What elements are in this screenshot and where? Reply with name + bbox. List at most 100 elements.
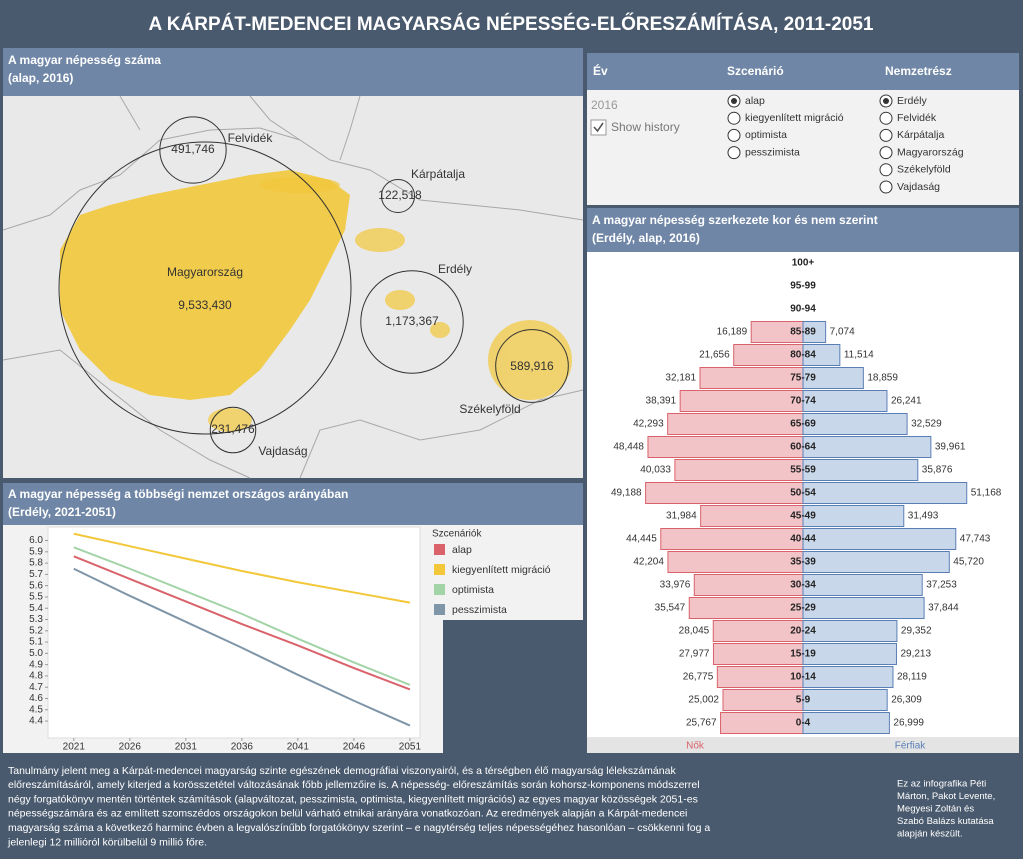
panel-header [3, 483, 583, 525]
panel-subtitle: (Erdély, 2021-2051) [8, 505, 116, 519]
pyramid-bar [802, 413, 908, 435]
panel-subtitle: (Erdély, alap, 2016) [592, 231, 700, 245]
value-label: 11,514 [844, 350, 874, 361]
pyramid-bar [802, 482, 968, 504]
value-label: 33,976 [660, 580, 691, 591]
radio-button[interactable] [879, 146, 893, 160]
legend-swatch [434, 604, 445, 615]
value-label: 35,876 [922, 465, 953, 476]
pyramid-bar [802, 344, 841, 366]
y-tick-label: 5.9 [29, 546, 43, 557]
radio-label: Székelyföld [897, 164, 951, 176]
pyramid-bar [667, 551, 804, 573]
value-label: 231,476 [211, 422, 255, 436]
y-tick-label: 4.6 [29, 693, 43, 704]
panel-subtitle: (alap, 2016) [8, 71, 73, 85]
value-label: 48,448 [613, 442, 644, 453]
radio-button[interactable] [727, 111, 741, 125]
region-label: Felvidék [228, 131, 274, 145]
value-label: 26,775 [683, 672, 714, 683]
page-title: A KÁRPÁT-MEDENCEI MAGYARSÁG NÉPESSÉG-ELŐ… [149, 13, 874, 35]
credits-text: Szabó Balázs kutatása [897, 816, 994, 827]
pyramid-bar [699, 367, 804, 389]
pyramid-bar [802, 597, 925, 619]
pyramid-bar [688, 597, 804, 619]
pyramid-bar [647, 436, 804, 458]
value-label: 28,119 [897, 672, 927, 683]
region-label: Magyarország [167, 265, 243, 279]
y-tick-label: 4.5 [29, 704, 43, 715]
radio-label: kiegyenlített migráció [745, 112, 844, 124]
age-label: 30-34 [790, 580, 816, 591]
value-label: 31,984 [666, 511, 697, 522]
age-label: 25-29 [790, 603, 816, 614]
legend-strip [587, 737, 1019, 753]
bubble [159, 116, 227, 184]
pyramid-bar [802, 643, 897, 665]
line [73, 567, 411, 727]
region-label: Erdély [438, 262, 472, 276]
credits-text: Ez az infografika Péti [897, 779, 986, 790]
radio-button[interactable] [727, 146, 741, 160]
age-label: 70-74 [790, 396, 816, 407]
pyramid-bar [645, 482, 804, 504]
value-label: 31,493 [908, 511, 939, 522]
age-label: 50-54 [790, 488, 816, 499]
bubble [495, 329, 569, 403]
bubble [58, 141, 352, 435]
value-label: 37,253 [926, 580, 957, 591]
legend-swatch [434, 564, 445, 575]
value-label: 9,533,430 [178, 298, 232, 312]
pyramid-bar [722, 689, 804, 711]
age-label: 100+ [792, 258, 815, 269]
x-tick-label: 2021 [63, 742, 86, 753]
checkbox[interactable] [590, 119, 607, 136]
pyramid-bar [802, 390, 888, 412]
bubble [360, 270, 464, 374]
age-label: 15-19 [790, 649, 816, 660]
legend-label: kiegyenlített migráció [452, 564, 551, 576]
radio-button[interactable] [879, 128, 893, 142]
pyramid-bar [802, 528, 957, 550]
value-label: 27,977 [679, 649, 710, 660]
pyramid-bar [802, 367, 864, 389]
y-tick-label: 5.6 [29, 580, 43, 591]
value-label: 32,529 [911, 419, 942, 430]
value-label: 16,189 [717, 327, 748, 338]
pyramid-bar [802, 574, 923, 596]
age-label: 45-49 [790, 511, 816, 522]
radio-button[interactable] [879, 180, 893, 194]
age-label: 60-64 [790, 442, 816, 453]
radio-button[interactable] [879, 163, 893, 177]
radio-label: Felvidék [897, 112, 937, 124]
radio-button[interactable] [727, 128, 741, 142]
pyramid-bar [802, 551, 950, 573]
age-label: 55-59 [790, 465, 816, 476]
value-label: 28,045 [679, 626, 710, 637]
panel-header [587, 208, 1019, 252]
radio-button[interactable] [879, 111, 893, 125]
value-label: 29,213 [900, 649, 931, 660]
radio-label: alap [745, 95, 765, 107]
radio-label: optimista [745, 129, 787, 141]
x-tick-label: 2041 [287, 742, 310, 753]
y-tick-label: 5.1 [29, 637, 43, 648]
radio-dot [731, 98, 737, 104]
y-tick-label: 4.7 [29, 682, 43, 693]
y-tick-label: 5.4 [29, 603, 43, 614]
pyramid-bar [674, 459, 804, 481]
checkmark [593, 122, 604, 133]
value-label: 38,391 [646, 396, 677, 407]
value-label: 45,720 [953, 557, 984, 568]
footer-text: népességszámára és az említett szomszédo… [8, 808, 687, 820]
value-label: 18,859 [867, 373, 898, 384]
value-label: 40,033 [640, 465, 671, 476]
y-tick-label: 6.0 [29, 535, 43, 546]
value-label: 35,547 [655, 603, 686, 614]
value-label: 44,445 [626, 534, 657, 545]
value-label: 51,168 [971, 488, 1002, 499]
y-tick-label: 5.7 [29, 569, 43, 580]
value-label: 29,352 [901, 626, 932, 637]
pyramid-bar [667, 413, 804, 435]
